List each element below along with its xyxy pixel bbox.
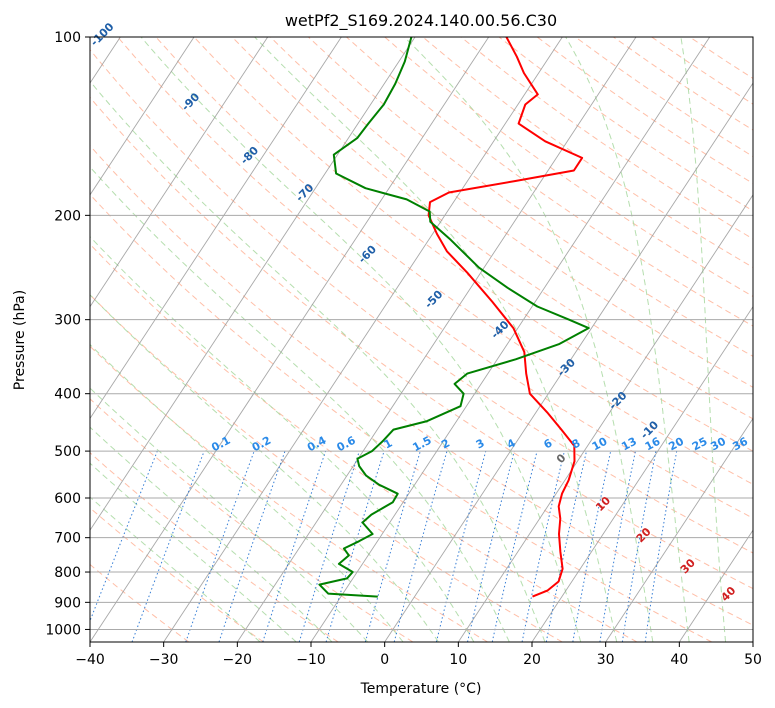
isotherm-line	[163, 37, 563, 642]
dry-adiabat-line	[155, 37, 753, 485]
y-tick-label: 1000	[45, 622, 81, 638]
y-tick-label: 500	[54, 444, 81, 460]
x-tick-label: −30	[149, 652, 179, 668]
isotherm-line	[678, 529, 753, 642]
y-tick-label: 100	[54, 30, 81, 46]
mixing-ratio-label: 13	[619, 435, 639, 454]
chart-title: wetPf2_S169.2024.140.00.56.C30	[285, 11, 557, 31]
dry-adiabat-line	[90, 48, 753, 554]
x-tick-label: −20	[223, 652, 253, 668]
moist-adiabat-line	[140, 37, 582, 642]
mixing-ratio-line	[131, 450, 205, 642]
moist-adiabat-line	[90, 496, 261, 642]
x-tick-label: −10	[296, 652, 326, 668]
moist-adiabat-line	[254, 37, 618, 642]
mixing-ratio-label: 16	[643, 435, 663, 454]
y-tick-label: 800	[54, 565, 81, 581]
dry-adiabat-line	[90, 507, 264, 642]
moist-adiabat-line	[565, 37, 690, 642]
mixing-ratio-label: 10	[590, 435, 610, 454]
grid-lines	[90, 37, 753, 642]
x-axis-ticks: −40 −30 −20 −10 0 10 20 30 40 50	[75, 642, 762, 668]
moist-adiabat-line	[90, 235, 475, 642]
mixing-ratio-line	[185, 450, 255, 642]
mixing-ratio-line	[467, 450, 515, 642]
x-axis-label: Temperature (°C)	[360, 681, 482, 697]
mixing-ratio-line	[393, 450, 448, 642]
y-tick-label: 300	[54, 313, 81, 329]
isotherm-line	[236, 37, 637, 642]
isotherm-line	[90, 37, 269, 308]
moist-adiabat-line	[90, 294, 439, 642]
x-tick-label: 50	[744, 652, 762, 668]
moist-adiabat-line	[90, 80, 546, 642]
dry-adiabat-line	[90, 345, 488, 642]
dry-adiabat-line	[90, 96, 753, 590]
moist-adiabat-line	[90, 426, 333, 642]
mixing-ratio-line	[262, 450, 327, 642]
x-tick-label: 20	[523, 652, 541, 668]
moist-adiabat-line	[90, 462, 297, 642]
y-axis-label: Pressure (hPa)	[12, 290, 28, 390]
plot-frame	[89, 36, 754, 643]
dry-adiabat-line	[384, 37, 753, 297]
mixing-ratio-label: 20	[666, 435, 686, 454]
dry-adiabat-line	[90, 144, 753, 626]
y-tick-label: 200	[54, 208, 81, 224]
dry-adiabat-line	[193, 37, 753, 452]
mixing-ratio-label: 30	[708, 435, 728, 454]
x-tick-label: 40	[670, 652, 688, 668]
x-tick-label: −40	[75, 652, 105, 668]
mixing-ratio-line	[218, 450, 286, 642]
dry-adiabat-line	[346, 37, 753, 327]
dry-adiabat-line	[90, 294, 563, 642]
temperature-profile-line	[427, 37, 584, 598]
dewpoint-profile-line	[318, 37, 590, 598]
dry-adiabat-line	[308, 37, 753, 357]
mixing-ratio-line	[298, 450, 360, 642]
x-tick-label: 30	[597, 652, 615, 668]
moist-adiabat-line	[90, 343, 404, 642]
y-tick-label: 900	[54, 595, 81, 611]
mixing-ratio-line	[90, 450, 158, 623]
x-tick-label: 0	[380, 652, 389, 668]
mixing-ratio-line	[325, 450, 385, 642]
mixing-ratio-line	[644, 451, 678, 642]
y-tick-label: 600	[54, 491, 81, 507]
series-group	[318, 37, 590, 598]
y-tick-label: 400	[54, 387, 81, 403]
moist-adiabat-line	[403, 37, 654, 642]
isotherm-line	[384, 82, 753, 642]
isotherm-line	[310, 37, 711, 642]
mixing-ratio-label: 25	[690, 435, 710, 454]
mixing-ratio-line	[491, 450, 538, 642]
mixing-ratio-line	[364, 450, 421, 642]
x-tick-label: 10	[449, 652, 467, 668]
y-tick-label: 700	[54, 531, 81, 547]
isotherm-line	[605, 417, 753, 642]
moist-adiabat-line	[680, 37, 727, 642]
isotherm-line	[457, 194, 753, 642]
moist-adiabat-line	[90, 166, 510, 642]
isotherm-line	[90, 37, 342, 420]
isotherm-line	[531, 305, 753, 642]
mixing-ratio-line	[521, 450, 565, 642]
dry-adiabat-line	[117, 37, 753, 519]
mixing-ratio-line	[435, 450, 487, 642]
mixing-ratio-label: 36	[730, 435, 750, 454]
isotherm-line	[90, 37, 490, 642]
isotherm-line	[90, 37, 195, 196]
isotherm-line	[90, 37, 416, 532]
y-axis-ticks: 100 200 300 400 500 600 700 800 900 1000	[45, 30, 90, 638]
